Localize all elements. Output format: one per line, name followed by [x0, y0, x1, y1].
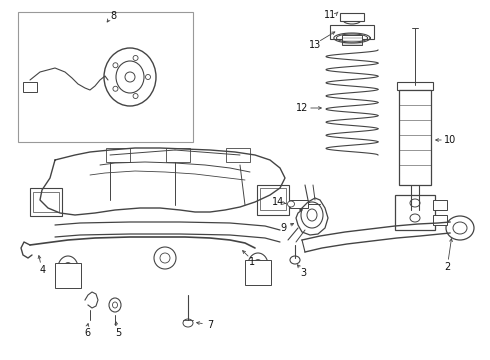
Bar — [340, 13, 364, 21]
Ellipse shape — [64, 262, 73, 274]
Bar — [330, 25, 374, 39]
Bar — [18, 12, 193, 142]
Ellipse shape — [253, 260, 263, 270]
Ellipse shape — [109, 298, 121, 312]
Text: 9: 9 — [280, 223, 286, 233]
Text: 13: 13 — [309, 40, 321, 50]
Ellipse shape — [410, 214, 420, 222]
Bar — [260, 188, 286, 210]
Bar — [290, 200, 308, 208]
Bar — [395, 195, 435, 230]
Ellipse shape — [113, 86, 118, 91]
Ellipse shape — [146, 75, 150, 80]
Ellipse shape — [446, 216, 474, 240]
Bar — [106, 148, 130, 162]
Bar — [166, 148, 190, 162]
Ellipse shape — [133, 55, 138, 60]
Ellipse shape — [290, 256, 300, 264]
Bar — [433, 200, 447, 210]
Bar — [23, 82, 37, 92]
Ellipse shape — [125, 72, 135, 82]
Bar — [245, 260, 271, 285]
Ellipse shape — [183, 319, 193, 327]
Ellipse shape — [58, 256, 78, 280]
Ellipse shape — [410, 199, 420, 207]
Bar — [433, 215, 447, 225]
Text: 2: 2 — [444, 262, 450, 272]
Bar — [33, 192, 59, 212]
Bar — [226, 148, 250, 162]
Ellipse shape — [307, 209, 317, 221]
Bar — [399, 90, 431, 185]
Text: 7: 7 — [207, 320, 213, 330]
Text: 1: 1 — [249, 257, 255, 267]
Text: 4: 4 — [40, 265, 46, 275]
Text: 5: 5 — [115, 328, 121, 338]
Ellipse shape — [154, 247, 176, 269]
Ellipse shape — [116, 61, 144, 93]
Ellipse shape — [113, 63, 118, 68]
Bar — [30, 188, 62, 216]
Ellipse shape — [453, 222, 467, 234]
Ellipse shape — [133, 94, 138, 99]
Ellipse shape — [160, 253, 170, 263]
Ellipse shape — [248, 253, 268, 277]
Text: 6: 6 — [84, 328, 90, 338]
Text: 12: 12 — [296, 103, 308, 113]
Text: 14: 14 — [272, 197, 284, 207]
Ellipse shape — [343, 16, 361, 24]
Text: 11: 11 — [324, 10, 336, 20]
Ellipse shape — [104, 48, 156, 106]
Text: 8: 8 — [110, 11, 116, 21]
Bar — [342, 35, 362, 45]
Text: 10: 10 — [444, 135, 456, 145]
Ellipse shape — [288, 201, 294, 207]
Bar — [55, 263, 81, 288]
Text: 3: 3 — [300, 268, 306, 278]
Ellipse shape — [301, 202, 323, 228]
Bar — [257, 185, 289, 215]
Bar — [397, 82, 433, 90]
Ellipse shape — [113, 302, 118, 308]
